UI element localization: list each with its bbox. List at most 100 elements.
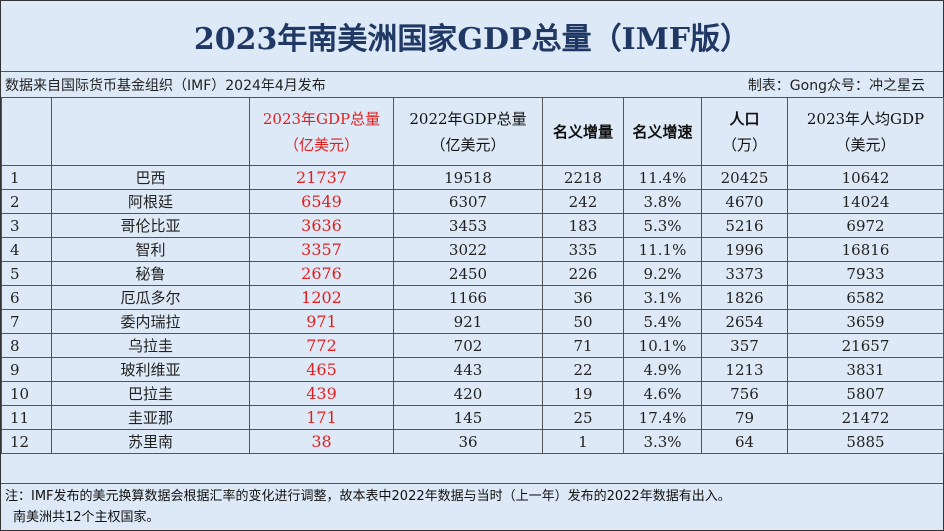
footnote: 注：IMF发布的美元换算数据会根据汇率的变化进行调整，故本表中2022年数据与当… bbox=[1, 483, 943, 531]
cell-growth: 5.4% bbox=[623, 309, 702, 334]
table-row: 11 圭亚那 171 145 25 17.4% 79 21472 bbox=[1, 405, 944, 430]
header-gdp2022-line2: （亿美元） bbox=[430, 135, 506, 154]
cell-increase: 36 bbox=[542, 285, 624, 310]
cell-percapita: 21657 bbox=[787, 333, 944, 358]
cell-country: 巴拉圭 bbox=[51, 381, 250, 406]
cell-gdp2022: 3022 bbox=[393, 237, 543, 262]
cell-increase: 50 bbox=[542, 309, 624, 334]
cell-rank: 7 bbox=[1, 309, 52, 334]
table-row: 9 玻利维亚 465 443 22 4.9% 1213 3831 bbox=[1, 357, 944, 382]
header-growth: 名义增速 bbox=[623, 97, 702, 166]
cell-rank: 2 bbox=[1, 189, 52, 214]
cell-increase: 22 bbox=[542, 357, 624, 382]
cell-gdp2022: 702 bbox=[393, 333, 543, 358]
cell-percapita: 21472 bbox=[787, 405, 944, 430]
cell-population: 20425 bbox=[701, 165, 788, 190]
cell-gdp2022: 145 bbox=[393, 405, 543, 430]
cell-population: 4670 bbox=[701, 189, 788, 214]
cell-rank: 8 bbox=[1, 333, 52, 358]
cell-rank: 12 bbox=[1, 429, 52, 454]
cell-growth: 4.9% bbox=[623, 357, 702, 382]
cell-population: 79 bbox=[701, 405, 788, 430]
cell-gdp2022: 19518 bbox=[393, 165, 543, 190]
cell-rank: 5 bbox=[1, 261, 52, 286]
cell-gdp2022: 443 bbox=[393, 357, 543, 382]
cell-growth: 3.3% bbox=[623, 429, 702, 454]
cell-gdp2023: 2676 bbox=[249, 261, 394, 286]
table-row: 6 厄瓜多尔 1202 1166 36 3.1% 1826 6582 bbox=[1, 285, 944, 310]
header-rank bbox=[1, 97, 52, 166]
cell-gdp2022: 1166 bbox=[393, 285, 543, 310]
cell-growth: 11.1% bbox=[623, 237, 702, 262]
table-row: 2 阿根廷 6549 6307 242 3.8% 4670 14024 bbox=[1, 189, 944, 214]
cell-growth: 10.1% bbox=[623, 333, 702, 358]
cell-country: 哥伦比亚 bbox=[51, 213, 250, 238]
header-increase: 名义增量 bbox=[542, 97, 624, 166]
cell-population: 3373 bbox=[701, 261, 788, 286]
cell-percapita: 6972 bbox=[787, 213, 944, 238]
cell-gdp2023: 21737 bbox=[249, 165, 394, 190]
cell-gdp2023: 3357 bbox=[249, 237, 394, 262]
cell-gdp2022: 921 bbox=[393, 309, 543, 334]
cell-population: 1996 bbox=[701, 237, 788, 262]
cell-country: 乌拉圭 bbox=[51, 333, 250, 358]
cell-country: 苏里南 bbox=[51, 429, 250, 454]
cell-rank: 6 bbox=[1, 285, 52, 310]
cell-gdp2023: 772 bbox=[249, 333, 394, 358]
subtitle-row: 数据来自国际货币基金组织（IMF）2024年4月发布 制表：Gong众号：冲之星… bbox=[1, 72, 943, 98]
header-gdp2022-line1: 2022年GDP总量 bbox=[409, 109, 527, 128]
cell-growth: 17.4% bbox=[623, 405, 702, 430]
cell-population: 1826 bbox=[701, 285, 788, 310]
cell-population: 64 bbox=[701, 429, 788, 454]
table-row: 12 苏里南 38 36 1 3.3% 64 5885 bbox=[1, 429, 944, 454]
header-population-line1: 人口 bbox=[729, 109, 760, 128]
table-header-row: 2023年GDP总量 （亿美元） 2022年GDP总量 （亿美元） 名义增量 名… bbox=[1, 97, 944, 166]
cell-increase: 335 bbox=[542, 237, 624, 262]
cell-growth: 11.4% bbox=[623, 165, 702, 190]
cell-gdp2022: 36 bbox=[393, 429, 543, 454]
cell-country: 委内瑞拉 bbox=[51, 309, 250, 334]
cell-increase: 242 bbox=[542, 189, 624, 214]
header-gdp2023-line1: 2023年GDP总量 bbox=[262, 109, 381, 128]
cell-gdp2023: 3636 bbox=[249, 213, 394, 238]
cell-percapita: 16816 bbox=[787, 237, 944, 262]
header-gdp2023-line2: （亿美元） bbox=[283, 135, 359, 154]
cell-percapita: 10642 bbox=[787, 165, 944, 190]
header-growth-label: 名义增速 bbox=[632, 122, 693, 141]
header-percapita: 2023年人均GDP （美元） bbox=[787, 97, 944, 166]
cell-country: 巴西 bbox=[51, 165, 250, 190]
cell-population: 5216 bbox=[701, 213, 788, 238]
cell-gdp2023: 439 bbox=[249, 381, 394, 406]
cell-increase: 71 bbox=[542, 333, 624, 358]
cell-gdp2023: 6549 bbox=[249, 189, 394, 214]
cell-percapita: 5885 bbox=[787, 429, 944, 454]
header-gdp2023: 2023年GDP总量 （亿美元） bbox=[249, 97, 394, 166]
cell-gdp2023: 465 bbox=[249, 357, 394, 382]
cell-country: 秘鲁 bbox=[51, 261, 250, 286]
cell-gdp2022: 420 bbox=[393, 381, 543, 406]
footnote-line1: 注：IMF发布的美元换算数据会根据汇率的变化进行调整，故本表中2022年数据与当… bbox=[5, 489, 731, 504]
cell-percapita: 3831 bbox=[787, 357, 944, 382]
header-population: 人口 （万） bbox=[701, 97, 788, 166]
cell-increase: 25 bbox=[542, 405, 624, 430]
header-increase-label: 名义增量 bbox=[552, 122, 613, 141]
cell-rank: 9 bbox=[1, 357, 52, 382]
cell-increase: 2218 bbox=[542, 165, 624, 190]
cell-rank: 11 bbox=[1, 405, 52, 430]
cell-percapita: 3659 bbox=[787, 309, 944, 334]
page-title: 2023年南美洲国家GDP总量（IMF版） bbox=[1, 1, 943, 72]
cell-rank: 10 bbox=[1, 381, 52, 406]
cell-growth: 9.2% bbox=[623, 261, 702, 286]
table-row: 3 哥伦比亚 3636 3453 183 5.3% 5216 6972 bbox=[1, 213, 944, 238]
cell-country: 圭亚那 bbox=[51, 405, 250, 430]
cell-growth: 5.3% bbox=[623, 213, 702, 238]
cell-population: 357 bbox=[701, 333, 788, 358]
cell-percapita: 7933 bbox=[787, 261, 944, 286]
cell-rank: 1 bbox=[1, 165, 52, 190]
table-row: 10 巴拉圭 439 420 19 4.6% 756 5807 bbox=[1, 381, 944, 406]
cell-country: 玻利维亚 bbox=[51, 357, 250, 382]
table-row: 8 乌拉圭 772 702 71 10.1% 357 21657 bbox=[1, 333, 944, 358]
cell-increase: 183 bbox=[542, 213, 624, 238]
credit-text: 制表：Gong众号：冲之星云 bbox=[747, 78, 925, 94]
